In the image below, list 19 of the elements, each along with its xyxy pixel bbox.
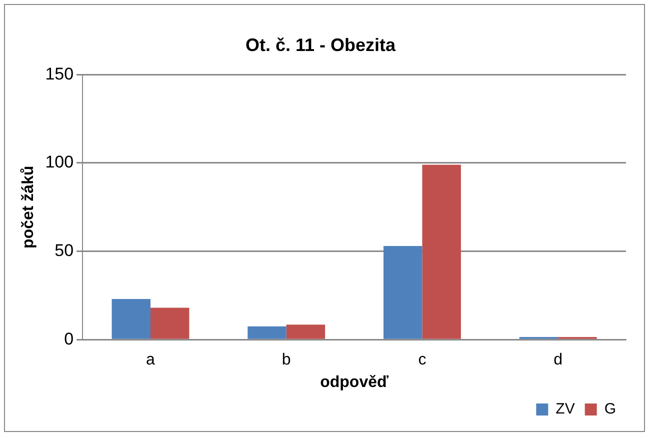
y-tick-label: 100 — [45, 152, 74, 172]
x-tick-label: a — [146, 352, 156, 369]
bar — [150, 308, 190, 339]
y-axis-title: počet žáků — [20, 166, 38, 248]
bar — [422, 164, 461, 339]
legend-label: G — [604, 400, 616, 418]
bar — [248, 326, 286, 339]
y-tick-label: 150 — [45, 64, 74, 84]
x-tick-label: b — [282, 352, 291, 369]
x-axis-title: odpověď — [320, 374, 389, 391]
legend-label: ZV — [556, 400, 575, 418]
bar — [286, 324, 326, 339]
chart-title: Ot. č. 11 - Obezita — [245, 34, 397, 55]
y-tick-label: 50 — [54, 240, 74, 260]
y-tick-label: 0 — [64, 329, 74, 348]
bar — [383, 246, 422, 339]
x-tick-label: c — [418, 352, 426, 369]
bar — [112, 298, 150, 339]
x-tick-label: d — [554, 352, 563, 369]
